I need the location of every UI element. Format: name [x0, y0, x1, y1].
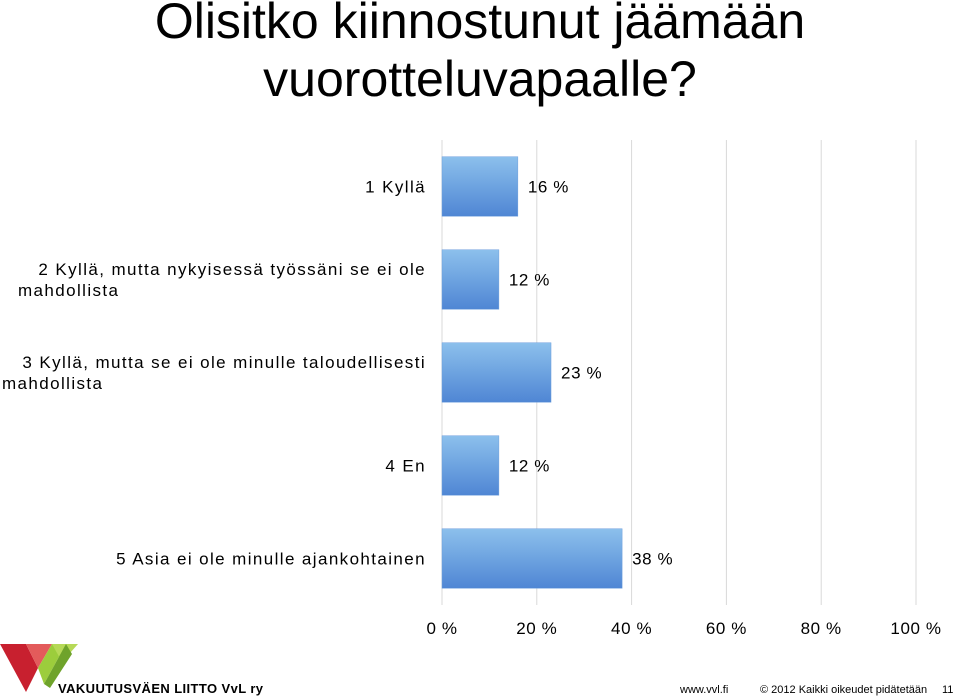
data-label: 16 %: [528, 178, 569, 197]
data-label: 23 %: [561, 364, 602, 383]
brand-name: VAKUUTUSVÄEN LIITTO VvL ry: [58, 681, 264, 696]
category-label: 1 Kyllä: [365, 178, 426, 197]
labels: 0 % 20 % 40 % 60 % 80 % 100 % 16 % 1 Kyllä 12 % 2…: [2, 178, 941, 639]
page-title: Olisitko kiinnostunut jäämään vuorottelu…: [154, 0, 806, 107]
category-label: 5 Asia ei ole minulle ajankohtainen: [116, 550, 426, 569]
bar: [441, 249, 500, 310]
x-tick-label: 0 %: [426, 619, 457, 638]
bars: [441, 156, 623, 589]
footer-copyright: © 2012 Kaikki oikeudet pidätetään: [760, 684, 928, 696]
data-label: 12 %: [509, 271, 550, 290]
category-label: mahdollista: [2, 374, 103, 393]
bar: [441, 528, 623, 589]
data-label: 38 %: [632, 550, 673, 569]
x-tick-label: 40 %: [611, 619, 652, 638]
category-label: 2 Kyllä, mutta nykyisessä työssäni se ei…: [38, 260, 426, 279]
category-label: mahdollista: [18, 281, 119, 300]
bar: [441, 156, 519, 217]
x-tick-label: 60 %: [706, 619, 747, 638]
category-label: 4 En: [385, 457, 426, 476]
x-tick-label: 20 %: [516, 619, 557, 638]
vvl-logo-icon: [0, 644, 78, 692]
bar: [441, 435, 500, 496]
x-tick-label: 100 %: [890, 619, 941, 638]
category-label: 3 Kyllä, mutta se ei ole minulle taloude…: [22, 353, 426, 372]
footer-url[interactable]: www.vvl.fi: [680, 684, 729, 696]
x-tick-label: 80 %: [801, 619, 842, 638]
data-label: 12 %: [509, 457, 550, 476]
page-number: 11: [942, 684, 954, 696]
bar: [441, 342, 552, 403]
